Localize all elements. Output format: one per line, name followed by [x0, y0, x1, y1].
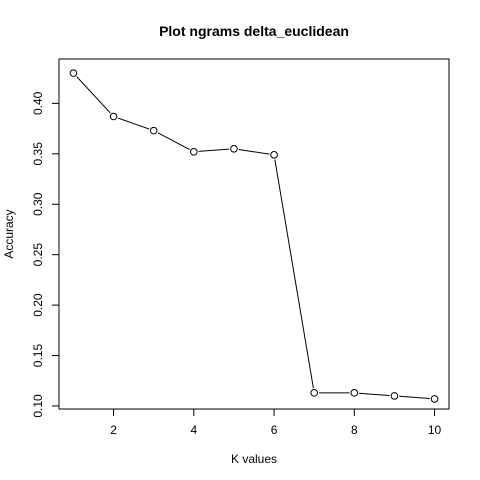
- x-tick-label: 4: [190, 423, 197, 437]
- data-point: [230, 144, 238, 153]
- y-tick-label: 0.40: [31, 91, 45, 115]
- x-tick-label: 6: [271, 423, 278, 437]
- series-line-segment: [157, 132, 190, 150]
- y-tick-label: 0.35: [31, 142, 45, 166]
- x-tick-label: 2: [110, 423, 117, 437]
- data-point: [270, 151, 278, 159]
- x-axis: 2 4 6 8 10: [110, 409, 442, 437]
- series-line-segment: [399, 395, 430, 400]
- series-line-segment: [76, 76, 111, 114]
- series-line-segment: [359, 392, 390, 397]
- data-point: [350, 389, 359, 397]
- y-tick-label: 0.15: [31, 344, 45, 368]
- y-axis: 0.10 0.15 0.20 0.25 0.30 0.35 0.40: [31, 91, 59, 418]
- data-point: [190, 147, 198, 156]
- y-tick-label: 0.30: [31, 192, 45, 216]
- y-tick-label: 0.20: [31, 293, 45, 317]
- data-point: [390, 392, 399, 400]
- series-line-segment: [238, 148, 270, 155]
- y-tick-label: 0.10: [31, 394, 45, 418]
- x-tick-label: 10: [428, 423, 442, 437]
- series-line-segment: [198, 148, 230, 152]
- data-point: [310, 389, 318, 397]
- plot-frame: [58, 58, 450, 410]
- series-line-segment: [274, 159, 314, 389]
- y-tick-label: 0.25: [31, 243, 45, 267]
- data-point: [109, 112, 118, 121]
- data-point: [69, 69, 78, 77]
- series-line-segment: [117, 117, 150, 130]
- x-axis-label: K values: [231, 452, 277, 466]
- chart-title: Plot ngrams delta_euclidean: [159, 23, 349, 39]
- y-axis-label: Accuracy: [2, 209, 16, 258]
- data-point: [430, 395, 439, 403]
- x-tick-label: 8: [351, 423, 358, 437]
- data-point: [149, 126, 158, 135]
- series-layer: [69, 69, 439, 403]
